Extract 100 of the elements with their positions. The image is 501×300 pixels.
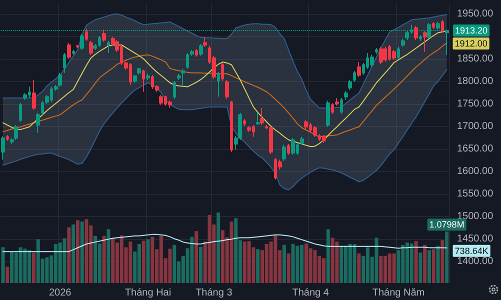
candlestick <box>353 70 356 82</box>
candlestick <box>190 49 194 56</box>
candlestick <box>379 46 383 64</box>
candlestick <box>93 44 97 50</box>
data-label: 1912.00 <box>454 38 488 48</box>
bar <box>247 241 251 283</box>
bar <box>230 222 234 283</box>
candlestick <box>19 102 22 122</box>
bar <box>94 236 98 283</box>
candlestick <box>445 29 449 56</box>
bar <box>45 257 49 283</box>
line-series <box>2 69 448 190</box>
candlestick <box>375 48 378 54</box>
candlestick <box>63 52 66 74</box>
candlestick <box>41 100 44 116</box>
candlestick <box>441 20 444 34</box>
candlestick <box>432 22 435 30</box>
bar <box>111 238 115 283</box>
y-tick-label: 1400.00 <box>457 256 494 267</box>
candlestick <box>322 134 326 144</box>
candlestick <box>256 112 260 126</box>
bar <box>150 236 154 283</box>
y-tick-label: 1600.00 <box>457 166 494 177</box>
candlestick <box>98 35 101 48</box>
bar <box>410 243 414 283</box>
candlestick <box>203 36 207 48</box>
bar <box>84 219 88 283</box>
bar <box>440 240 444 283</box>
bar <box>274 235 278 283</box>
y-tick-label: 1450.00 <box>457 233 494 244</box>
candlestick <box>199 44 203 56</box>
candlestick <box>331 102 334 114</box>
y-tick-label: 1650.00 <box>457 143 494 154</box>
candlestick <box>370 54 374 68</box>
bar <box>62 238 66 283</box>
candlestick <box>146 73 150 81</box>
candlestick <box>344 90 348 100</box>
candlestick <box>32 80 36 110</box>
candlestick <box>313 125 317 138</box>
bar <box>234 218 238 283</box>
x-tick-label: Tháng Hai <box>124 288 172 298</box>
candlestick <box>107 40 110 54</box>
candlestick <box>335 98 339 106</box>
bar <box>432 249 436 283</box>
bar <box>296 246 300 283</box>
bar <box>392 253 396 283</box>
bar <box>76 220 80 283</box>
x-tick-label: 2026 <box>48 288 72 298</box>
candlestick <box>383 46 387 63</box>
candlestick <box>159 94 163 106</box>
candlestick <box>419 34 422 42</box>
bar <box>379 256 383 283</box>
candlestick <box>304 120 308 130</box>
bar <box>142 240 146 283</box>
bar <box>326 229 330 283</box>
line-series <box>2 13 448 108</box>
candlestick <box>348 80 352 90</box>
candlestick <box>142 69 145 92</box>
y-tick-label: 1500.00 <box>457 210 494 222</box>
bar <box>352 244 356 283</box>
candlestick <box>357 62 361 78</box>
bar <box>32 252 36 283</box>
candlestick <box>102 29 106 42</box>
candlestick <box>1 136 5 160</box>
candlestick <box>58 72 62 88</box>
candlestick <box>14 124 18 140</box>
bar <box>106 229 110 283</box>
candlestick <box>137 67 141 76</box>
bar <box>194 231 198 283</box>
candlestick <box>6 134 9 142</box>
candlestick <box>423 30 427 52</box>
bar <box>23 248 27 283</box>
candlestick <box>67 42 71 60</box>
bar <box>102 236 106 283</box>
candlestick <box>392 49 396 60</box>
data-label: 738.64K <box>454 246 488 256</box>
bar <box>67 227 71 283</box>
candlestick <box>221 62 224 82</box>
candlestick <box>186 52 189 70</box>
bar <box>190 236 194 283</box>
bar <box>137 244 141 283</box>
data-label: 1.0798M <box>429 220 464 230</box>
candlestick <box>168 100 172 108</box>
candlestick <box>177 73 181 81</box>
candlestick <box>300 136 304 146</box>
candlestick <box>243 118 246 126</box>
y-tick-label: 1700.00 <box>457 120 494 132</box>
bar <box>291 244 295 283</box>
bar <box>6 266 10 283</box>
x-tick-label: Tháng 3 <box>196 288 233 298</box>
bar <box>313 250 317 283</box>
y-tick-label: 1800.00 <box>457 76 494 87</box>
bar <box>436 246 440 283</box>
candlestick <box>269 125 273 154</box>
bar <box>18 247 22 283</box>
candlestick <box>217 71 220 98</box>
bar <box>128 242 132 283</box>
candlestick <box>340 98 343 114</box>
x-tick-label: Tháng Năm <box>372 288 425 298</box>
bar <box>168 248 172 283</box>
